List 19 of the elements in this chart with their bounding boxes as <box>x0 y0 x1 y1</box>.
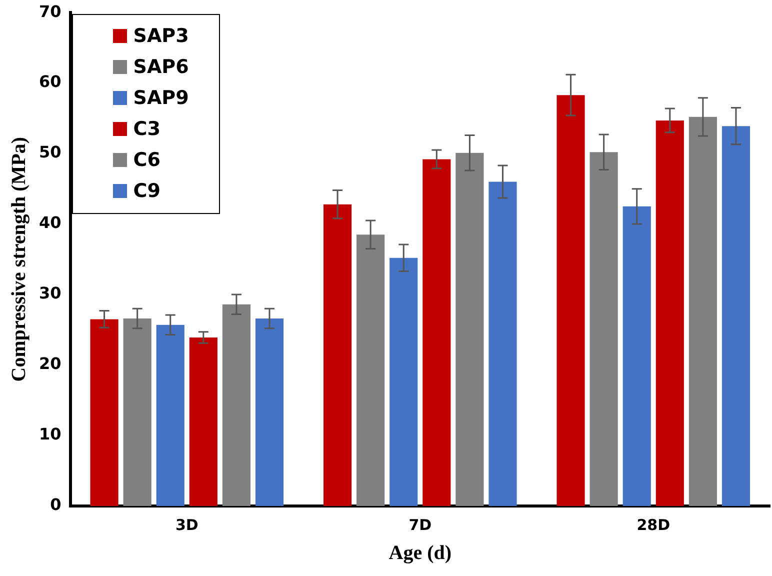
legend-label: SAP3 <box>133 25 189 48</box>
y-tick-label: 10 <box>39 424 62 444</box>
y-tick-label: 70 <box>39 2 62 21</box>
x-axis-title: Age (d) <box>388 542 452 564</box>
y-tick-label: 30 <box>39 284 62 303</box>
y-tick-label: 0 <box>50 495 62 514</box>
legend-label: C6 <box>133 149 160 172</box>
x-tick-label: 28D <box>636 516 670 534</box>
y-tick-label: 20 <box>39 354 62 374</box>
legend-label: C3 <box>133 118 160 140</box>
x-tick-label: 7D <box>408 516 432 534</box>
y-tick-label: 60 <box>39 72 62 92</box>
y-tick-label: 40 <box>39 213 62 232</box>
legend-label: SAP6 <box>133 56 189 78</box>
y-tick-label: 50 <box>39 142 62 162</box>
legend-label: C9 <box>133 180 160 202</box>
legend-label: SAP9 <box>133 87 189 110</box>
y-axis-title: Compressive strength (MPa) <box>8 136 30 382</box>
x-tick-label: 3D <box>175 516 198 534</box>
